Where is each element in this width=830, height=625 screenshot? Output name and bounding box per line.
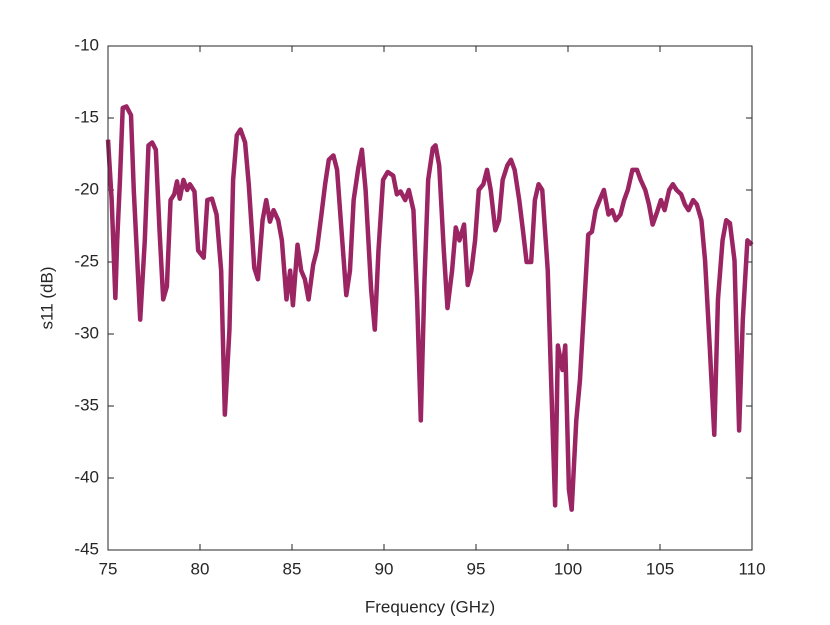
y-tick-label: -20: [74, 179, 99, 198]
x-tick-label: 110: [738, 559, 765, 578]
x-tick-label: 75: [99, 559, 118, 578]
x-tick-label: 80: [191, 559, 210, 578]
x-tick-label: 105: [646, 559, 674, 578]
y-tick-label: -10: [74, 35, 99, 54]
y-tick-label: -40: [74, 467, 99, 486]
x-axis-label: Frequency (GHz): [365, 597, 495, 616]
y-axis-label: s11 (dB): [37, 267, 56, 330]
y-tick-label: -30: [74, 323, 99, 342]
x-tick-label: 90: [375, 559, 394, 578]
x-tick-label: 100: [554, 559, 582, 578]
x-tick-label: 95: [467, 559, 486, 578]
y-tick-label: -15: [74, 107, 99, 126]
axes-box: [107, 45, 753, 551]
x-tick-label: 85: [283, 559, 302, 578]
data-line: [105, 104, 754, 512]
y-tick-label: -45: [74, 539, 99, 558]
y-tick-label: -35: [74, 395, 99, 414]
plot-area: [108, 46, 752, 550]
y-tick-label: -25: [74, 251, 99, 270]
